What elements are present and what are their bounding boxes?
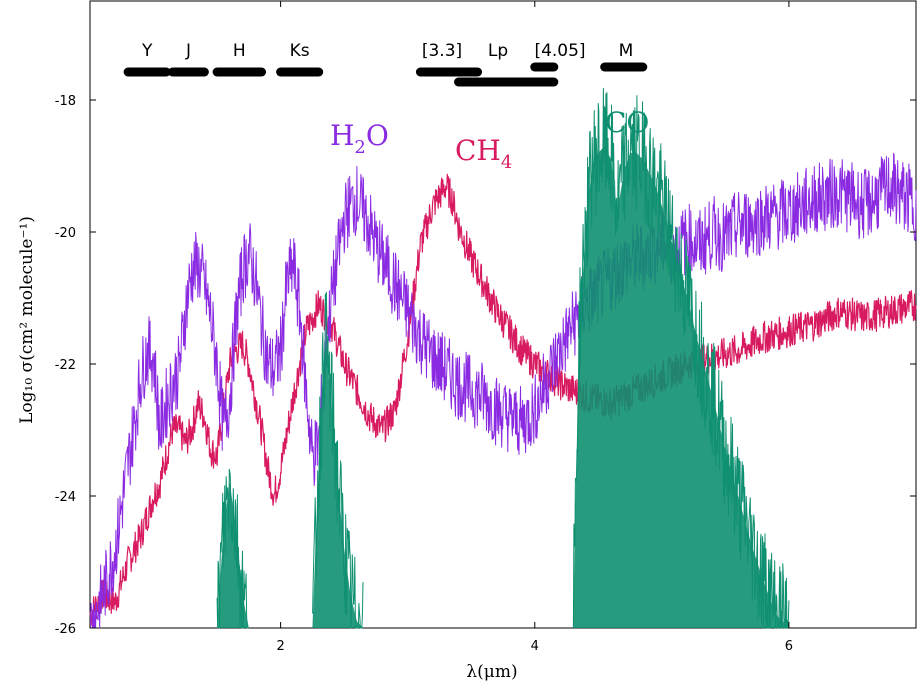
label-h2o: H2O <box>330 119 389 158</box>
molecule-labels: H2O CH4 CO <box>330 106 649 173</box>
band-label: [4.05] <box>534 41 585 61</box>
series-ch4-trace <box>89 173 917 627</box>
series-layer <box>89 87 917 629</box>
ticks-layer: 2 4 6 -18 -20 -22 -24 -26 <box>55 1 916 654</box>
y-tick-label: -24 <box>55 490 76 505</box>
y-tick-label: -20 <box>55 226 76 241</box>
band-label: H <box>233 41 246 61</box>
series-co-fill <box>572 146 789 628</box>
band-405: [4.05] <box>530 41 586 72</box>
label-ch4: CH4 <box>455 134 512 173</box>
x-axis-title: λ(μm) <box>466 662 517 682</box>
x-tick-label: 4 <box>531 639 539 654</box>
bands-layer: Y J H Ks [3.3] Lp [4.05] M <box>123 41 648 87</box>
band-label: J <box>185 41 191 61</box>
band-label: [3.3] <box>422 41 462 61</box>
x-tick-label: 6 <box>785 639 793 654</box>
band-33: [3.3] <box>415 41 483 77</box>
x-tick-label: 2 <box>276 639 284 654</box>
band-label: Ks <box>290 41 310 61</box>
series-co-fill <box>312 337 364 628</box>
y-tick-label: -26 <box>55 622 76 637</box>
y-tick-label: -22 <box>55 358 76 373</box>
band-Ks: Ks <box>276 41 324 77</box>
y-axis-title: Log₁₀ σ(cm² molecule⁻¹) <box>17 216 37 424</box>
series-h2o-trace <box>90 152 917 629</box>
series-ch4 <box>89 173 917 627</box>
plot-frame <box>89 0 917 629</box>
band-label: Lp <box>488 41 508 61</box>
series-co <box>216 87 790 629</box>
y-tick-label: -18 <box>55 94 76 109</box>
band-M: M <box>600 41 648 72</box>
series-co-fill <box>217 482 249 628</box>
band-H: H <box>212 41 267 77</box>
series-h2o <box>90 152 917 629</box>
band-Lp: Lp <box>454 41 559 87</box>
band-label: M <box>619 41 634 61</box>
band-Y: Y <box>123 41 171 77</box>
band-label: Y <box>141 41 153 61</box>
label-co: CO <box>605 106 649 139</box>
band-J: J <box>168 41 209 77</box>
